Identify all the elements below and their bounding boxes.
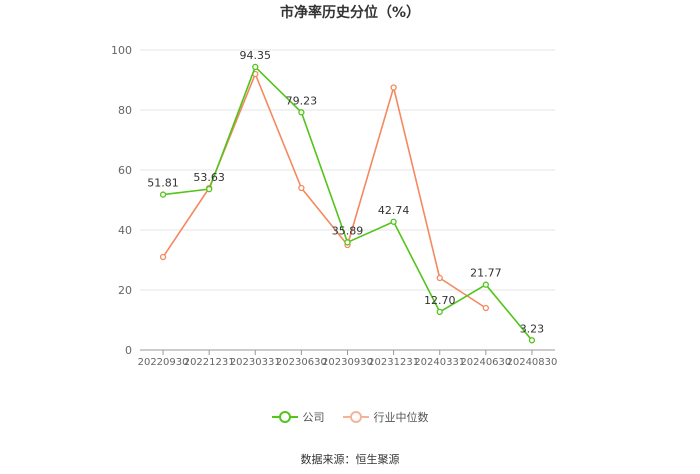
x-tick-label-0: 20220930 — [138, 357, 189, 368]
x-tick-label-5: 20231231 — [368, 357, 419, 368]
legend-label-company: 公司 — [302, 411, 325, 424]
x-tick-label-2: 20230331 — [230, 357, 281, 368]
data-label-3: 79.23 — [286, 94, 318, 107]
y-tick-label-40: 40 — [118, 224, 132, 237]
series-0-point-5 — [390, 218, 397, 225]
y-tick-label-100: 100 — [111, 44, 132, 57]
legend-item-company[interactable]: 公司 — [271, 409, 325, 425]
y-tick-label-80: 80 — [118, 104, 132, 117]
series-0-point-1 — [206, 185, 213, 193]
y-tick-label-20: 20 — [118, 284, 132, 297]
chart-title: 市净率历史分位（%） — [279, 5, 421, 21]
legend-swatch-company — [271, 411, 298, 423]
data-label-8: 3.23 — [520, 322, 545, 335]
series-1-point-0 — [159, 253, 167, 261]
series-0-point-7 — [482, 281, 489, 288]
x-tick-label-8: 20240830 — [506, 357, 557, 368]
grid-lines — [140, 49, 555, 291]
y-tick-label-0: 0 — [125, 344, 132, 357]
x-tick-label-7: 20240630 — [460, 357, 511, 368]
series-line-0 — [162, 66, 533, 341]
y-tick-label-60: 60 — [118, 164, 132, 177]
x-tick-label-6: 20240331 — [414, 357, 465, 368]
series-lines — [159, 63, 536, 344]
series-1-point-3 — [298, 184, 305, 192]
data-label-7: 21.77 — [470, 267, 502, 280]
data-label-6: 12.70 — [424, 294, 456, 307]
data-label-2: 94.35 — [240, 49, 272, 62]
data-label-4: 35.89 — [332, 224, 364, 237]
legend-label-industry-median: 行业中位数 — [373, 411, 429, 424]
data-labels: 51.81 53.63 94.35 79.23 35.89 42.74 12.70 21.77… — [147, 49, 544, 335]
series-0-point-0 — [159, 191, 167, 198]
series-0-point-4 — [344, 239, 351, 246]
series-1-point-5 — [390, 84, 397, 91]
axes: 0204060801002022093020221231202303312023… — [111, 44, 557, 368]
series-0-point-6 — [436, 308, 443, 316]
series-0-point-8 — [528, 337, 536, 344]
data-source: 数据来源：恒生聚源 — [300, 453, 400, 466]
legend-item-industry-median[interactable]: 行业中位数 — [342, 409, 429, 425]
x-tick-label-3: 20230630 — [276, 357, 327, 368]
data-label-5: 42.74 — [378, 204, 410, 217]
x-tick-label-4: 20230930 — [322, 357, 373, 368]
series-1-point-7 — [482, 304, 489, 312]
legend: 公司 行业中位数 — [0, 409, 700, 425]
data-label-0: 51.81 — [147, 177, 179, 190]
series-0-point-3 — [298, 109, 305, 116]
series-1-point-6 — [436, 274, 443, 282]
data-label-1: 53.63 — [193, 171, 225, 184]
legend-swatch-industry-median — [342, 411, 369, 423]
series-0-point-2 — [252, 63, 259, 71]
x-tick-label-1: 20221231 — [184, 357, 235, 368]
